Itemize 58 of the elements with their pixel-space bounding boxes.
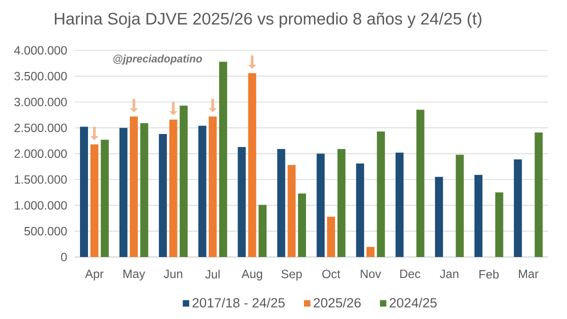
bar — [366, 246, 375, 258]
bar — [396, 152, 404, 258]
bar — [434, 176, 443, 258]
y-tick-label: 4.000.000 — [14, 46, 67, 55]
legend-label: 2025/26 — [314, 298, 361, 308]
bar — [474, 174, 482, 258]
bar — [316, 154, 325, 258]
x-tick-label: Oct — [322, 270, 340, 278]
bar — [180, 106, 188, 258]
x-tick-label: Jun — [164, 270, 182, 278]
chart-title: Harina Soja DJVE 2025/26 vs promedio 8 años y 24/25 (t) — [54, 12, 482, 28]
bar — [208, 116, 217, 258]
y-tick-label: 500.000 — [24, 226, 67, 236]
bar — [238, 146, 246, 258]
bar — [416, 110, 424, 258]
y-tick-label: 1.000.000 — [14, 201, 67, 210]
x-tick-label: Apr — [85, 270, 104, 280]
bar — [130, 116, 138, 258]
bar — [327, 216, 336, 258]
legend-label: 2017/18 - 24/25 — [192, 298, 285, 308]
x-tick-label: Jul — [205, 270, 220, 279]
y-tick-label: 3.000.000 — [14, 98, 67, 106]
bar — [288, 165, 296, 258]
x-tick-label: Aug — [242, 270, 262, 280]
bar — [376, 131, 385, 258]
y-tick-label: 2.500.000 — [14, 124, 67, 132]
bar — [80, 126, 88, 258]
bar — [169, 120, 178, 258]
y-tick-label: 1.500.000 — [14, 175, 67, 184]
bar — [248, 73, 256, 258]
bar — [90, 144, 98, 258]
bar — [258, 204, 267, 258]
bar — [277, 149, 286, 258]
annotation: @jpreciadopatino — [113, 54, 202, 65]
bar — [298, 193, 306, 258]
x-tick-label: Nov — [360, 270, 382, 278]
bar — [140, 123, 148, 258]
x-tick-label: Sep — [281, 270, 302, 281]
bar — [119, 128, 128, 258]
x-tick-label: Jan — [440, 270, 458, 278]
bar — [456, 154, 464, 258]
y-tick-label: 2.000.000 — [14, 149, 67, 158]
bar — [219, 62, 228, 258]
x-tick-label: Feb — [479, 270, 499, 279]
bar — [198, 126, 206, 258]
bar — [356, 163, 364, 258]
x-tick-label: Mar — [518, 270, 538, 278]
x-tick-label: May — [123, 270, 146, 280]
bar — [534, 132, 543, 258]
y-tick-label: 3.500.000 — [14, 72, 67, 80]
bar — [158, 134, 167, 258]
legend-label: 2024/25 — [390, 298, 437, 308]
bar — [337, 149, 346, 258]
bar — [495, 192, 504, 258]
x-tick-label: Dec — [400, 270, 420, 278]
bar — [514, 159, 522, 258]
y-tick-label: 0 — [61, 252, 67, 262]
bar — [100, 140, 109, 258]
